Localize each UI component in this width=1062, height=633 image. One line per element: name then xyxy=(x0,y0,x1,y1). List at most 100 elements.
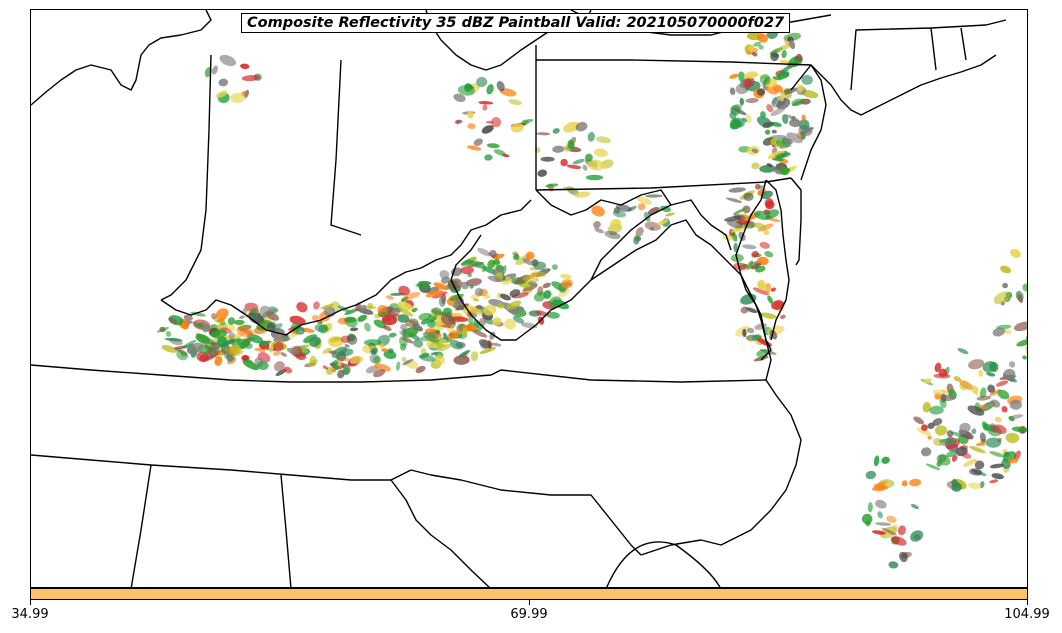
paintball-blob xyxy=(438,343,452,352)
paintball-blob xyxy=(742,328,747,338)
paintball-blob xyxy=(747,327,755,334)
paintball-blob xyxy=(939,438,958,444)
paintball-blob xyxy=(476,76,488,88)
paintball-blob xyxy=(233,319,245,325)
paintball-blob xyxy=(487,275,503,283)
paintball-blob xyxy=(364,339,382,346)
paintball-blob xyxy=(795,53,803,62)
paintball-blob xyxy=(739,97,745,106)
paintball-blob xyxy=(975,442,985,447)
paintball-blob xyxy=(552,145,565,153)
paintball-blob xyxy=(218,78,229,87)
paintball-blob xyxy=(485,120,494,124)
paintball-blob xyxy=(164,337,183,342)
paintball-blob xyxy=(210,329,227,339)
paintball-blob xyxy=(798,119,810,130)
paintball-blob xyxy=(329,336,342,343)
paintball-blob xyxy=(978,404,989,410)
paintball-blob xyxy=(344,308,358,315)
paintball-blob xyxy=(992,424,1007,435)
paintball-blob xyxy=(551,264,558,271)
paintball-blob xyxy=(986,372,996,377)
paintball-blob xyxy=(779,167,790,176)
paintball-blob xyxy=(1001,406,1008,413)
paintball-blob xyxy=(214,355,223,366)
paintball-blob xyxy=(551,281,566,291)
paintball-blob xyxy=(733,262,749,271)
paintball-blob xyxy=(496,80,505,92)
paintball-blob xyxy=(875,480,888,488)
paintball-blob xyxy=(967,405,985,416)
paintball-blob xyxy=(929,405,944,415)
paintball-blob xyxy=(978,369,984,377)
paintball-blob xyxy=(1000,265,1012,274)
paintball-blob xyxy=(536,132,551,136)
paintball-blob xyxy=(331,346,348,358)
paintball-blob xyxy=(969,468,983,476)
paintball-blob xyxy=(729,119,743,130)
paintball-blob xyxy=(380,311,387,315)
colorbar-tick-1 xyxy=(529,600,530,605)
paintball-blob xyxy=(540,156,555,162)
paintball-blob xyxy=(1014,450,1021,461)
paintball-blob xyxy=(959,422,971,433)
colorbar-tick-0 xyxy=(30,600,31,605)
colorbar-tick-label-mid: 69.99 xyxy=(510,607,548,622)
colorbar-tick-label-max: 104.99 xyxy=(1004,607,1050,622)
paintball-blob xyxy=(775,152,791,159)
paintball-blob xyxy=(921,424,928,432)
paintball-blob xyxy=(492,317,502,326)
paintball-blob xyxy=(447,326,455,333)
paintball-blob xyxy=(752,335,758,341)
paintball-blob xyxy=(927,435,932,440)
paintball-blob xyxy=(443,332,449,342)
paintball-blob xyxy=(388,332,397,338)
paintball-blob xyxy=(399,308,414,317)
paintball-blob xyxy=(968,482,982,490)
paintball-blob xyxy=(1008,361,1016,368)
paintball-blob xyxy=(512,315,525,324)
paintball-blob xyxy=(484,294,491,300)
paintball-blob xyxy=(770,107,786,116)
paintball-blob xyxy=(770,52,779,62)
paintball-blob xyxy=(413,339,424,348)
paintball-blob xyxy=(506,300,522,310)
paintball-blob xyxy=(238,341,251,350)
paintball-blob xyxy=(726,219,744,229)
paintball-blob xyxy=(476,304,483,310)
paintball-blob xyxy=(566,164,582,170)
carolina-arc xyxy=(606,541,721,587)
paintball-blob xyxy=(483,304,497,316)
paintball-blob xyxy=(865,520,871,527)
paintball-blob xyxy=(186,342,204,355)
paintball-blob xyxy=(759,74,771,85)
paintball-blob xyxy=(722,234,735,241)
paintball-blob xyxy=(481,125,494,134)
paintball-blob xyxy=(610,219,622,229)
tn-south-border xyxy=(31,454,412,481)
paintball-blob xyxy=(593,148,608,158)
paintball-blob xyxy=(757,185,765,190)
paintball-blob xyxy=(594,227,605,234)
paintball-blob xyxy=(771,300,785,310)
paintball-blob xyxy=(730,105,741,116)
paintball-blob xyxy=(979,387,987,399)
paintball-blob xyxy=(374,313,381,319)
paintball-blob xyxy=(760,190,773,199)
paintball-blob xyxy=(796,84,804,92)
ga-border xyxy=(280,474,292,587)
paintball-blob xyxy=(438,296,446,307)
paintball-blob xyxy=(645,194,663,198)
new-england-borders xyxy=(850,19,1007,91)
paintball-blob xyxy=(615,204,632,212)
paintball-blob xyxy=(385,295,394,300)
paintball-blob xyxy=(446,330,461,341)
paintball-blob xyxy=(383,350,397,360)
paintball-blob xyxy=(1002,282,1008,289)
paintball-blob xyxy=(504,318,517,330)
paintball-blob xyxy=(314,324,328,333)
paintball-blob xyxy=(490,342,502,347)
paintball-blob xyxy=(395,361,401,371)
paintball-blob xyxy=(953,376,962,382)
paintball-blob xyxy=(925,463,941,471)
